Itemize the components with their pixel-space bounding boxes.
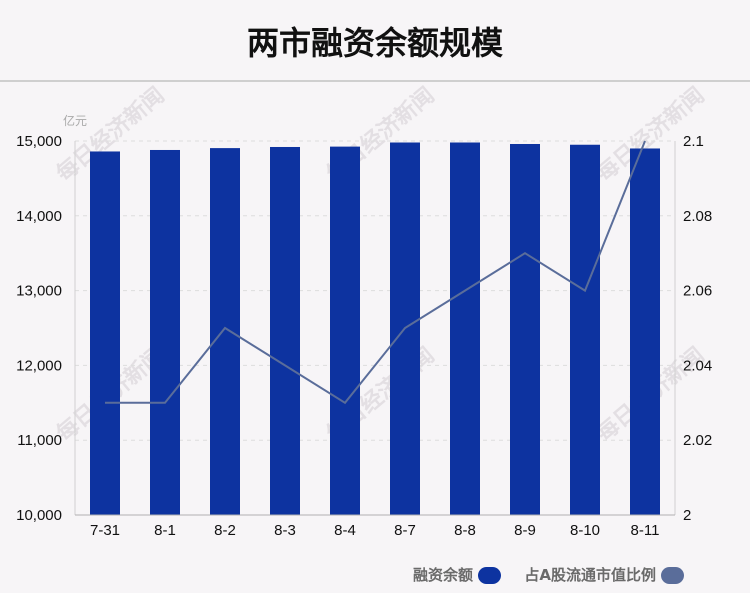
bar bbox=[570, 144, 600, 516]
bar-series bbox=[90, 142, 660, 516]
x-tick-label: 8-9 bbox=[514, 522, 536, 539]
legend: 融资余额 占A股流通市值比例 bbox=[413, 566, 684, 584]
chart-title: 两市融资余额规模 bbox=[246, 24, 503, 62]
bar bbox=[630, 148, 660, 516]
x-tick-label: 8-7 bbox=[394, 522, 416, 539]
x-tick-label: 8-3 bbox=[274, 522, 296, 539]
y-right-tick-label: 2.08 bbox=[683, 208, 712, 225]
x-tick-label: 7-31 bbox=[90, 522, 120, 539]
y-left-tick-label: 13,000 bbox=[16, 283, 62, 300]
legend-swatch-ratio bbox=[661, 567, 684, 584]
x-tick-label: 8-8 bbox=[454, 522, 476, 539]
y-left-tick-label: 11,000 bbox=[17, 432, 62, 449]
bar bbox=[330, 146, 360, 516]
legend-label-ratio: 占A股流通市值比例 bbox=[524, 566, 656, 584]
bar bbox=[270, 146, 300, 515]
legend-label-balance: 融资余额 bbox=[413, 566, 473, 584]
x-tick-label: 8-4 bbox=[334, 522, 356, 539]
axes: 10,000 11,000 12,000 13,000 14,000 15,000 2 2.0… bbox=[16, 133, 712, 539]
bar bbox=[90, 151, 120, 516]
left-axis-unit: 亿元 bbox=[63, 113, 87, 128]
y-left-tick-label: 10,000 bbox=[16, 507, 62, 524]
y-left-tick-label: 15,000 bbox=[16, 133, 62, 150]
bar bbox=[510, 143, 540, 515]
y-left-tick-label: 14,000 bbox=[16, 208, 62, 225]
y-right-tick-label: 2.06 bbox=[683, 283, 712, 300]
line-series bbox=[104, 140, 646, 405]
bar bbox=[210, 148, 240, 515]
y-right-tick-label: 2.02 bbox=[683, 432, 712, 449]
y-right-tick-label: 2.04 bbox=[683, 357, 712, 374]
x-tick-label: 8-10 bbox=[570, 522, 600, 539]
x-tick-label: 8-2 bbox=[214, 522, 236, 539]
y-right-tick-label: 2 bbox=[683, 507, 691, 524]
bar bbox=[150, 149, 180, 515]
x-tick-label: 8-1 bbox=[154, 522, 176, 539]
legend-swatch-balance bbox=[478, 567, 501, 584]
bar bbox=[450, 142, 480, 515]
ratio-line bbox=[105, 140, 646, 405]
title-divider bbox=[0, 80, 750, 82]
y-left-tick-label: 12,000 bbox=[16, 357, 62, 374]
x-tick-label: 8-11 bbox=[631, 522, 660, 539]
y-right-tick-label: 2.1 bbox=[683, 133, 704, 150]
